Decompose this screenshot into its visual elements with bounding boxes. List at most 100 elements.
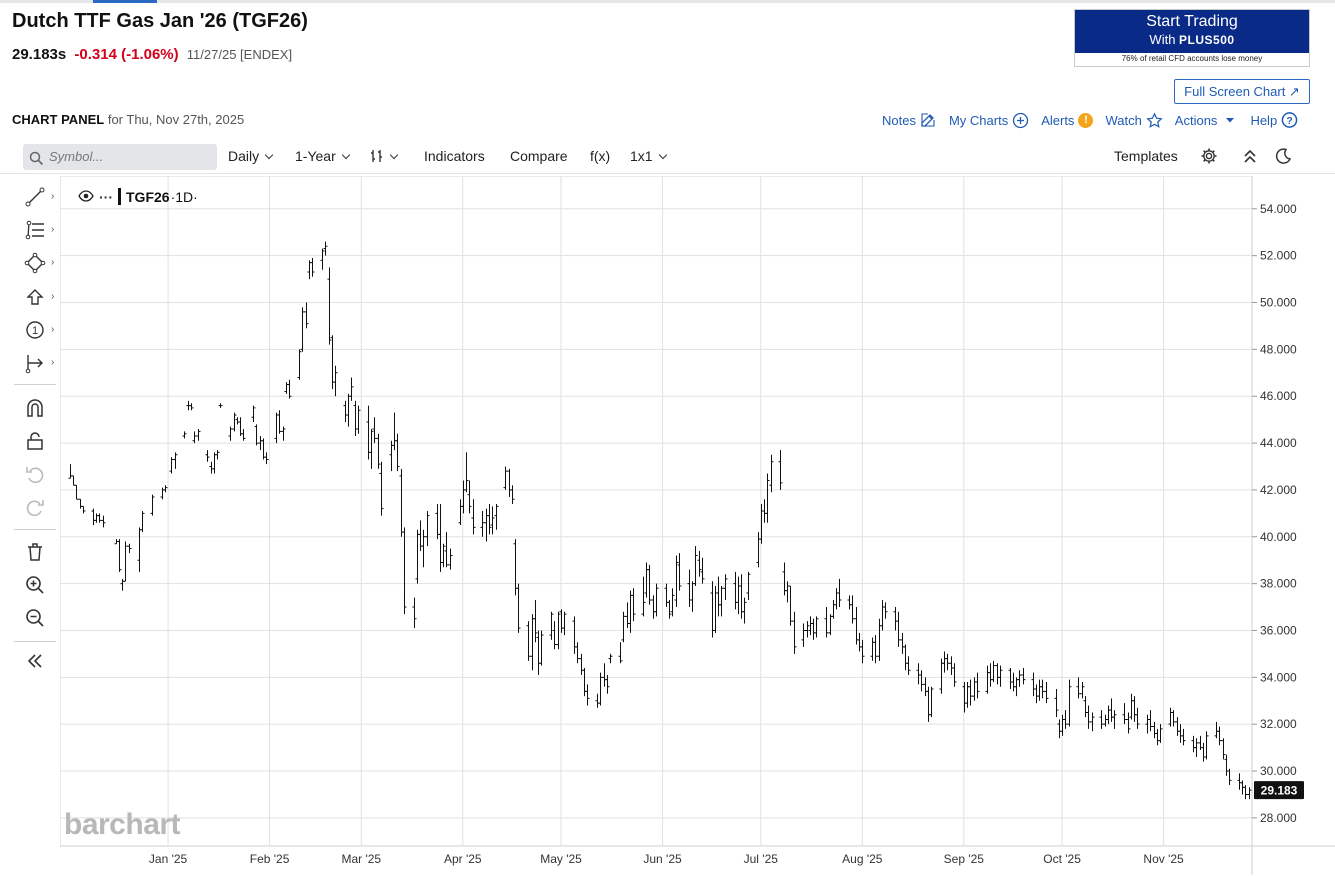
svg-text:?: ? xyxy=(1287,116,1293,127)
zoom-in-button[interactable] xyxy=(24,574,60,600)
ohlc-bar-path xyxy=(218,403,223,408)
symbol-search-input[interactable]: Symbol... xyxy=(23,144,217,170)
arrow-tool[interactable]: › xyxy=(24,286,60,312)
alert-badge-icon: ! xyxy=(1078,112,1094,128)
ohlc-bar xyxy=(327,267,332,345)
ohlc-bar xyxy=(585,684,590,706)
interval-dropdown[interactable]: Daily xyxy=(228,148,274,164)
ohlc-bar-path xyxy=(281,426,286,441)
ohlc-bar-path xyxy=(81,505,86,514)
indicators-button[interactable]: Indicators xyxy=(424,148,485,164)
ohlc-bar xyxy=(968,679,973,706)
price-chart-svg[interactable]: 54.000 52.000 50.000 48.000 46.000 44.000 42.0… xyxy=(60,176,1335,875)
settings-gear-icon[interactable] xyxy=(1200,147,1218,168)
my-charts-link[interactable]: My Charts xyxy=(949,112,1029,129)
ohlc-bar-path xyxy=(300,307,305,352)
ohlc-bar xyxy=(765,473,770,523)
chart-links: Notes My Charts Alerts ! Watch Actions H… xyxy=(882,110,1298,130)
bar-type-dropdown[interactable] xyxy=(370,148,399,164)
collapse-toolbar-button[interactable] xyxy=(24,650,60,676)
ohlc-bar xyxy=(792,611,797,654)
ohlc-bar-path xyxy=(232,412,237,432)
line-tool[interactable]: › xyxy=(24,186,60,212)
chart-area[interactable]: 54.000 52.000 50.000 48.000 46.000 44.000 42.0… xyxy=(60,176,1335,875)
ohlc-bar xyxy=(814,616,819,638)
series-color-swatch xyxy=(118,188,121,205)
ohlc-bar xyxy=(860,639,865,664)
x-tick-label: Nov '25 xyxy=(1143,852,1184,866)
layout-dropdown[interactable]: 1x1 xyxy=(630,148,667,164)
ohlc-bar-path xyxy=(480,511,485,537)
ohlc-bar xyxy=(575,642,580,664)
ohlc-bar-path xyxy=(464,452,469,493)
y-tick-label: 38.000 xyxy=(1260,577,1297,591)
redo-button[interactable] xyxy=(24,496,60,522)
full-screen-chart-button[interactable]: Full Screen Chart ↗ xyxy=(1174,79,1310,104)
ohlc-bar xyxy=(1044,682,1049,704)
ohlc-bar-path xyxy=(919,670,924,692)
ohlc-bar-path xyxy=(304,302,309,329)
zoom-out-button[interactable] xyxy=(24,607,60,633)
templates-button[interactable]: Templates xyxy=(1114,148,1178,164)
ohlc-bar-path xyxy=(526,621,531,661)
measure-icon xyxy=(25,355,43,374)
alerts-link[interactable]: Alerts ! xyxy=(1041,112,1094,128)
eye-icon[interactable] xyxy=(78,189,94,205)
ohlc-bar xyxy=(1112,710,1117,729)
notes-link[interactable]: Notes xyxy=(882,112,937,129)
caret-down-icon xyxy=(1221,112,1238,129)
magnet-tool[interactable] xyxy=(24,397,60,423)
ohlc-bar-path xyxy=(1148,710,1153,732)
ohlc-bar xyxy=(320,248,325,270)
arrow-up-icon xyxy=(26,289,44,305)
x-tick-label: Jun '25 xyxy=(643,852,682,866)
layout-label: 1x1 xyxy=(630,148,653,164)
ohlc-bar xyxy=(333,365,338,397)
compare-button[interactable]: Compare xyxy=(510,148,568,164)
ohlc-bar xyxy=(379,461,384,516)
ohlc-bar xyxy=(169,457,174,474)
dark-mode-moon-icon[interactable] xyxy=(1274,147,1292,168)
chevron-right-icon: › xyxy=(51,224,55,235)
ohlc-bar-path xyxy=(510,485,515,504)
ohlc-bar-path xyxy=(975,672,980,699)
ohlc-bar xyxy=(641,576,646,617)
actions-link[interactable]: Actions xyxy=(1175,112,1239,129)
collapse-up-icon[interactable] xyxy=(1242,147,1258,168)
y-tick-label: 32.000 xyxy=(1260,717,1297,731)
delete-drawings-button[interactable] xyxy=(24,541,60,567)
ohlc-bar-path xyxy=(998,665,1003,687)
more-options-icon[interactable]: ··· xyxy=(99,188,113,205)
ohlc-bar xyxy=(205,450,210,462)
drawing-toolbar: › › › › 1 › › xyxy=(0,176,60,876)
shape-tool[interactable]: › xyxy=(24,252,60,278)
ohlc-bar xyxy=(228,426,233,441)
ohlc-bar xyxy=(232,412,237,432)
watch-link[interactable]: Watch xyxy=(1105,111,1163,129)
range-dropdown[interactable]: 1-Year xyxy=(295,148,350,164)
ohlc-bar xyxy=(788,585,793,626)
ohlc-bar-path xyxy=(896,611,901,647)
x-tick-label: Jan '25 xyxy=(149,852,188,866)
ohlc-bar-path xyxy=(647,564,652,605)
unlock-icon xyxy=(27,432,43,450)
trash-icon xyxy=(28,543,42,561)
measure-tool[interactable]: › xyxy=(24,352,60,378)
ohlc-bar xyxy=(467,480,472,514)
plus500-ad-banner[interactable]: Start Trading With PLUS500 76% of retail… xyxy=(1074,9,1310,67)
ohlc-bar-path xyxy=(719,585,724,617)
x-tick-label: May '25 xyxy=(540,852,582,866)
undo-button[interactable] xyxy=(24,463,60,489)
fib-tool[interactable]: › xyxy=(24,219,60,245)
help-link[interactable]: Help ? xyxy=(1250,112,1298,129)
ohlc-bar-path xyxy=(1086,705,1091,729)
lock-tool[interactable] xyxy=(24,430,60,456)
ohlc-bar xyxy=(218,403,223,408)
ohlc-bar xyxy=(801,623,806,647)
star-icon xyxy=(1146,111,1163,129)
ohlc-bar-path xyxy=(487,503,492,535)
ohlc-bar xyxy=(81,505,86,514)
annotation-tool[interactable]: 1 › xyxy=(24,319,60,345)
function-button[interactable]: f(x) xyxy=(590,148,611,164)
chevron-right-icon: › xyxy=(51,191,55,202)
